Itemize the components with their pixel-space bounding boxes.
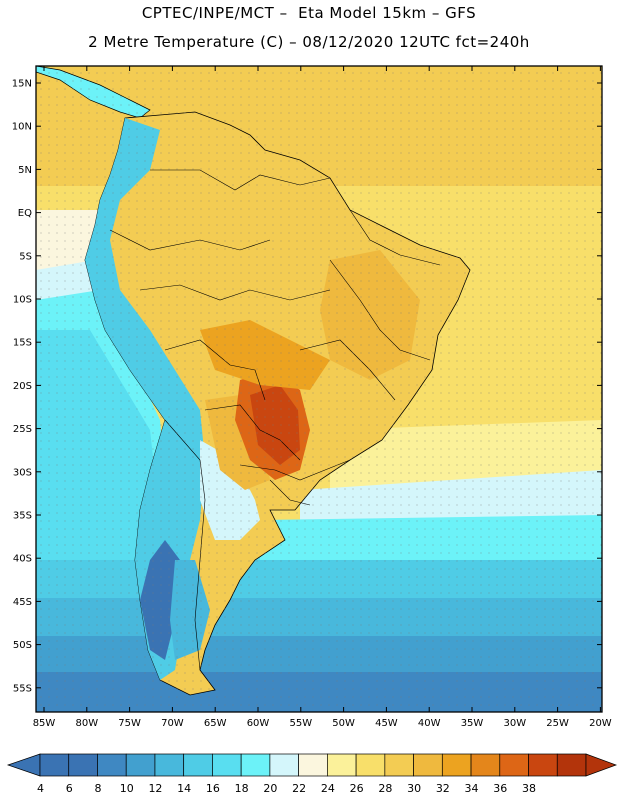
colorbar-box bbox=[384, 753, 414, 777]
lon-label: 80W bbox=[75, 718, 98, 729]
lon-label: 70W bbox=[161, 718, 184, 729]
lon-label: 50W bbox=[332, 718, 355, 729]
lat-label: 5N bbox=[18, 165, 32, 176]
colorbar-label: 20 bbox=[263, 782, 278, 795]
lat-label: 15N bbox=[12, 79, 32, 90]
lon-label: 45W bbox=[375, 718, 398, 729]
colorbar-label: 28 bbox=[378, 782, 393, 795]
colorbar-box bbox=[269, 753, 299, 777]
lat-label: 20S bbox=[13, 381, 32, 392]
colorbar-label: 22 bbox=[292, 782, 307, 795]
colorbar-label: 8 bbox=[94, 782, 102, 795]
colorbar-box bbox=[556, 753, 587, 777]
lat-label: 10S bbox=[13, 295, 32, 306]
colorbar-box bbox=[298, 753, 328, 777]
colorbar-box bbox=[499, 753, 529, 777]
lon-label: 20W bbox=[589, 718, 612, 729]
lon-label: 65W bbox=[204, 718, 227, 729]
map-area bbox=[36, 66, 602, 712]
lon-label: 75W bbox=[118, 718, 141, 729]
title-line-2: 2 Metre Temperature (C) – 08/12/2020 12U… bbox=[88, 33, 530, 51]
grid-dots bbox=[36, 66, 602, 712]
colorbar-label: 10 bbox=[119, 782, 134, 795]
lon-label: 25W bbox=[546, 718, 569, 729]
colorbar-label: 18 bbox=[234, 782, 249, 795]
colorbar-box bbox=[355, 753, 386, 777]
colorbar-min-arrow bbox=[6, 753, 41, 777]
colorbar-label: 26 bbox=[349, 782, 364, 795]
lon-label: 35W bbox=[461, 718, 484, 729]
colorbar-label: 24 bbox=[320, 782, 335, 795]
map-frame bbox=[35, 65, 603, 713]
colorbar-box bbox=[39, 753, 70, 777]
colorbar-label: 16 bbox=[205, 782, 220, 795]
colorbar-box bbox=[441, 753, 472, 777]
colorbar-box bbox=[97, 753, 127, 777]
colorbar-label: 12 bbox=[148, 782, 163, 795]
colorbar-max-arrow bbox=[585, 753, 618, 777]
lat-label: 35S bbox=[13, 511, 32, 522]
colorbar-label: 36 bbox=[493, 782, 508, 795]
colorbar-box bbox=[212, 753, 242, 777]
colorbar-label: 38 bbox=[522, 782, 537, 795]
colorbar-label: 6 bbox=[65, 782, 73, 795]
lat-label: 30S bbox=[13, 467, 32, 478]
colorbar bbox=[6, 753, 618, 777]
lat-label: EQ bbox=[18, 208, 32, 219]
lat-label: 45S bbox=[13, 597, 32, 608]
title-line-1: CPTEC/INPE/MCT – Eta Model 15km – GFS bbox=[141, 4, 477, 22]
colorbar-label: 4 bbox=[37, 782, 44, 795]
lat-label: 40S bbox=[13, 554, 32, 565]
lon-label: 30W bbox=[503, 718, 526, 729]
colorbar-label: 30 bbox=[407, 782, 422, 795]
colorbar-box bbox=[68, 753, 98, 777]
lon-label: 60W bbox=[247, 718, 270, 729]
colorbar-label: 34 bbox=[464, 782, 479, 795]
colorbar-box bbox=[327, 753, 357, 777]
lon-label: 85W bbox=[33, 718, 56, 729]
latitude-axis: 15N 10N 5N EQ 5S 10S 15S 20S 25S 30S 35S 40S 45S 50S 5… bbox=[12, 79, 602, 694]
colorbar-box bbox=[125, 753, 156, 777]
colorbar-box bbox=[413, 753, 443, 777]
lat-label: 15S bbox=[13, 338, 32, 349]
lon-label: 55W bbox=[289, 718, 312, 729]
lat-label: 5S bbox=[19, 251, 32, 262]
colorbar-label: 14 bbox=[177, 782, 192, 795]
lat-label: 10N bbox=[12, 122, 32, 133]
colorbar-label: 32 bbox=[435, 782, 450, 795]
colorbar-box bbox=[528, 753, 558, 777]
lat-label: 55S bbox=[13, 683, 32, 694]
colorbar-box bbox=[183, 753, 213, 777]
lat-label: 50S bbox=[13, 640, 32, 651]
colorbar-box bbox=[240, 753, 271, 777]
lat-label: 25S bbox=[13, 424, 32, 435]
longitude-axis: 85W 80W 75W 70W 65W 60W 55W 50W 45W 40W 35W 30W 25W 2… bbox=[33, 66, 612, 729]
lon-label: 40W bbox=[418, 718, 441, 729]
colorbar-box bbox=[154, 753, 185, 777]
colorbar-box bbox=[470, 753, 501, 777]
